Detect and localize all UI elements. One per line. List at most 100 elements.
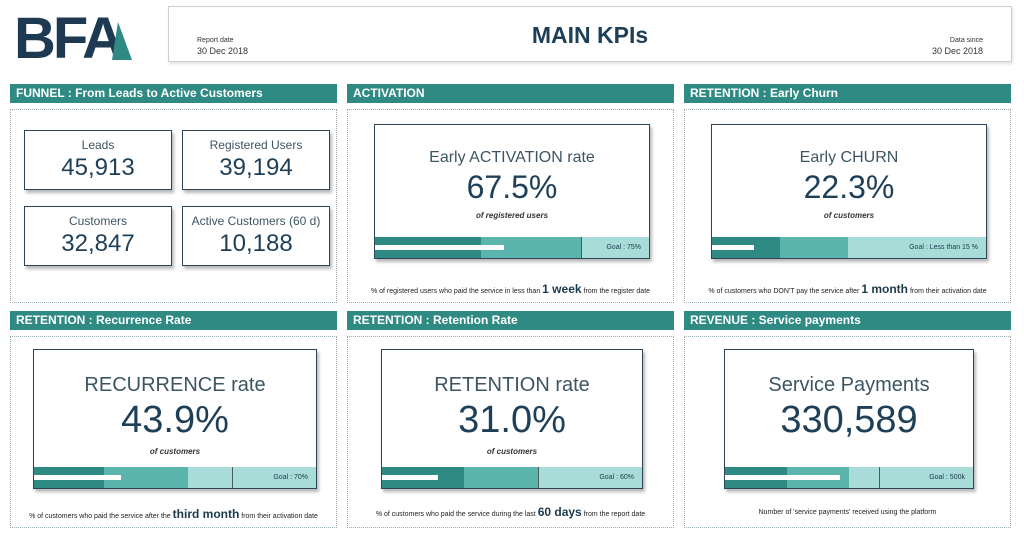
goal-divider: [232, 467, 233, 488]
kpi-value: 22.3%: [803, 169, 895, 205]
kpi-goal: Goal : 75%: [606, 244, 641, 251]
kpi-title: RECURRENCE rate: [84, 374, 266, 396]
kpi-progress-bar: Goal : Less than 15 %: [712, 237, 986, 258]
kpi-note: % of customers who DON'T pay the service…: [685, 282, 1010, 296]
report-date: Report date 30 Dec 2018: [197, 35, 248, 57]
kpi-title: Early ACTIVATION rate: [429, 149, 595, 166]
retention-panel-title: RETENTION : Retention Rate: [347, 311, 674, 330]
kpi-subtitle: of registered users: [475, 211, 549, 220]
kpi-note-pre: % of registered users who paid the servi…: [370, 288, 541, 295]
kpi-progress-fill: [375, 245, 504, 250]
kpi-value: 43.9%: [121, 399, 229, 441]
kpi-title: RETENTION rate: [434, 374, 590, 396]
goal-divider: [538, 467, 539, 488]
goal-divider: [879, 467, 880, 488]
kpi-note-post: from their activation date: [909, 288, 987, 295]
kpi-note: % of customers who paid the service duri…: [348, 505, 673, 519]
kpi-note-post: from the report date: [583, 511, 646, 518]
report-date-label: Report date: [197, 37, 234, 44]
kpi-note-post: from the register date: [583, 288, 651, 295]
funnel-card-label: Active Customers (60 d): [191, 214, 321, 228]
kpi-note-pre: % of customers who paid the service duri…: [375, 511, 536, 518]
kpi-goal: Goal : 70%: [273, 474, 308, 481]
kpi-progress-bar: Goal : 75%: [375, 237, 649, 258]
funnel-panel-body: Leads 45,913 Registered Users 39,194 Cus…: [10, 109, 337, 303]
bar-segment-mid: [780, 237, 848, 258]
revenue-panel: REVENUE : Service payments Service Payme…: [684, 311, 1011, 528]
kpi-note-post: from their activation date: [241, 513, 318, 520]
funnel-card-value: 39,194: [219, 154, 293, 181]
svg-text:BFA: BFA: [14, 8, 123, 64]
funnel-card-leads: Leads 45,913: [24, 130, 172, 190]
churn-kpi-card: Early CHURN 22.3% of customers Goal : Le…: [711, 124, 987, 259]
report-date-value: 30 Dec 2018: [197, 46, 249, 56]
kpi-goal: Goal : Less than 15 %: [909, 244, 978, 251]
kpi-subtitle: of customers: [823, 211, 875, 220]
funnel-card-label: Leads: [81, 138, 115, 152]
kpi-note-emphasis: 60 days: [537, 505, 582, 519]
data-since-label: Data since: [949, 37, 983, 44]
kpi-goal: Goal : 500k: [929, 474, 965, 481]
kpi-value: 31.0%: [458, 399, 566, 441]
kpi-progress-bar: Goal : 500k: [725, 467, 973, 488]
bar-segment-mid: [104, 467, 188, 488]
funnel-card-value: 45,913: [61, 154, 135, 181]
kpi-note: % of customers who paid the service afte…: [11, 507, 336, 521]
recurrence-panel-title: RETENTION : Recurrence Rate: [10, 311, 337, 330]
kpi-subtitle: of customers: [486, 447, 538, 456]
kpi-progress-fill: [382, 475, 438, 480]
header-bar: Report date 30 Dec 2018 MAIN KPIs Data s…: [168, 6, 1012, 62]
kpi-note-emphasis: 1 week: [542, 282, 582, 296]
retention-panel-body: RETENTION rate 31.0% of customers Goal :…: [347, 336, 674, 528]
funnel-panel-title: FUNNEL : From Leads to Active Customers: [10, 84, 337, 103]
funnel-card-active-customers: Active Customers (60 d) 10,188: [182, 206, 330, 266]
kpi-title: Service Payments: [768, 374, 930, 396]
bar-segment-mid: [481, 237, 581, 258]
data-since-value: 30 Dec 2018: [931, 46, 983, 56]
revenue-panel-body: Service Payments 330,589 Goal : 500k Num…: [684, 336, 1011, 528]
churn-panel-body: Early CHURN 22.3% of customers Goal : Le…: [684, 109, 1011, 303]
churn-panel: RETENTION : Early Churn Early CHURN 22.3…: [684, 84, 1011, 303]
kpi-progress-bar: Goal : 70%: [34, 467, 316, 488]
kpi-note-pre: % of customers who paid the service afte…: [29, 513, 171, 520]
activation-kpi-card: Early ACTIVATION rate 67.5% of registere…: [374, 124, 650, 259]
kpi-goal: Goal : 60%: [599, 474, 634, 481]
funnel-card-customers: Customers 32,847: [24, 206, 172, 266]
funnel-card-label: Customers: [68, 214, 127, 228]
kpi-progress-fill: [712, 245, 755, 250]
revenue-kpi-card: Service Payments 330,589 Goal : 500k: [724, 349, 974, 489]
kpi-note-emphasis: third month: [172, 507, 240, 521]
kpi-title: Early CHURN: [799, 149, 899, 166]
recurrence-panel-body: RECURRENCE rate 43.9% of customers Goal …: [10, 336, 337, 528]
kpi-subtitle: of customers: [149, 447, 201, 456]
kpi-note-pre: % of customers who DON'T pay the service…: [708, 288, 860, 295]
kpi-value: 330,589: [780, 399, 918, 441]
churn-panel-title: RETENTION : Early Churn: [684, 84, 1011, 103]
funnel-card-value: 32,847: [61, 230, 135, 257]
revenue-panel-title: REVENUE : Service payments: [684, 311, 1011, 330]
activation-panel-body: Early ACTIVATION rate 67.5% of registere…: [347, 109, 674, 303]
funnel-card-value: 10,188: [219, 230, 293, 257]
bfa-logo: BFA: [14, 8, 132, 64]
kpi-progress-bar: Goal : 60%: [382, 467, 642, 488]
data-since: Data since 30 Dec 2018: [932, 35, 983, 57]
retention-panel: RETENTION : Retention Rate RETENTION rat…: [347, 311, 674, 528]
funnel-panel: FUNNEL : From Leads to Active Customers …: [10, 84, 337, 303]
bar-segment-mid: [464, 467, 538, 488]
page-title: MAIN KPIs: [531, 22, 649, 48]
funnel-card-registered-users: Registered Users 39,194: [182, 130, 330, 190]
goal-divider: [581, 237, 582, 258]
recurrence-kpi-card: RECURRENCE rate 43.9% of customers Goal …: [33, 349, 317, 489]
goal-marker: [754, 237, 756, 258]
recurrence-panel: RETENTION : Recurrence Rate RECURRENCE r…: [10, 311, 337, 528]
kpi-progress-fill: [34, 475, 121, 480]
kpi-value: 67.5%: [466, 169, 558, 205]
activation-panel-title: ACTIVATION: [347, 84, 674, 103]
funnel-card-label: Registered Users: [209, 138, 303, 152]
activation-panel: ACTIVATION Early ACTIVATION rate 67.5% o…: [347, 84, 674, 303]
retention-kpi-card: RETENTION rate 31.0% of customers Goal :…: [381, 349, 643, 489]
kpi-note-emphasis: 1 month: [861, 282, 908, 296]
kpi-note: Number of 'service payments' received us…: [758, 509, 937, 516]
kpi-note: % of registered users who paid the servi…: [348, 282, 673, 296]
kpi-progress-fill: [725, 475, 840, 480]
